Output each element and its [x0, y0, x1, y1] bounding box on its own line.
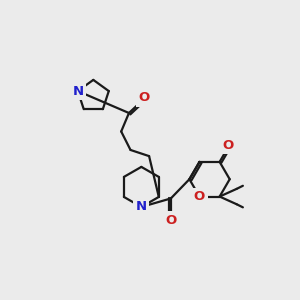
Text: O: O: [138, 91, 149, 104]
Text: O: O: [223, 139, 234, 152]
Text: N: N: [136, 200, 147, 213]
Text: O: O: [194, 190, 205, 203]
Text: O: O: [165, 214, 176, 226]
Text: N: N: [72, 85, 83, 98]
